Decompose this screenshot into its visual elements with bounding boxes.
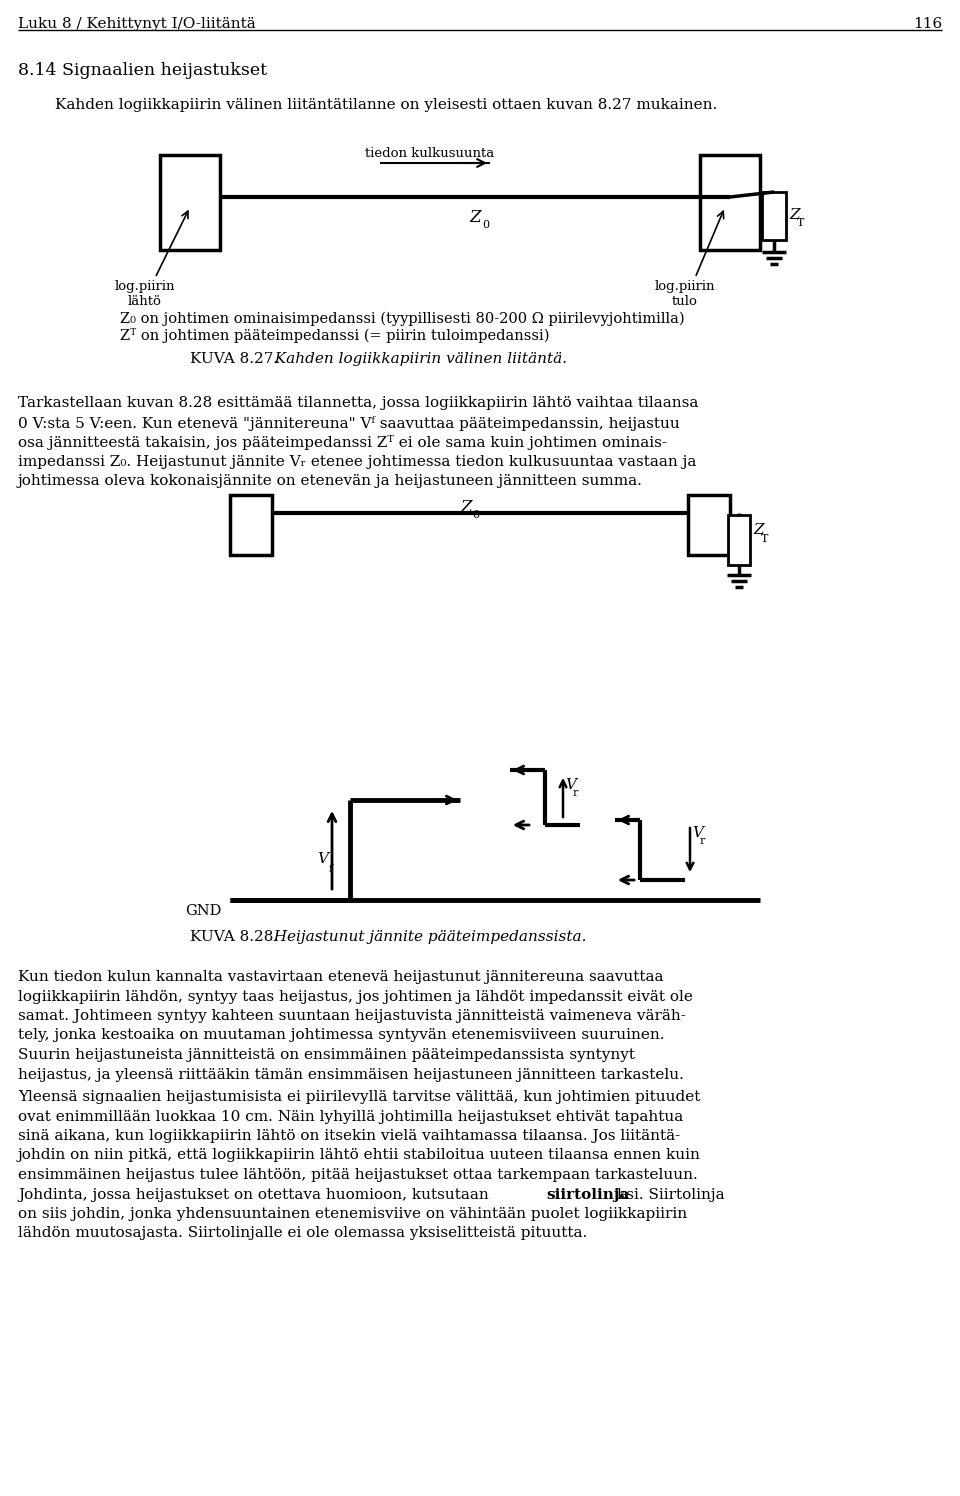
- Text: GND: GND: [185, 904, 222, 919]
- Text: r: r: [700, 836, 706, 847]
- Text: on siis johdin, jonka yhdensuuntainen etenemisviive on vähintään puolet logiikka: on siis johdin, jonka yhdensuuntainen et…: [18, 1207, 687, 1221]
- Text: ksi. Siirtolinja: ksi. Siirtolinja: [617, 1188, 725, 1201]
- Text: Zᵀ on johtimen pääteimpedanssi (= piirin tuloimpedanssi): Zᵀ on johtimen pääteimpedanssi (= piirin…: [120, 328, 549, 343]
- Text: KUVA 8.27.: KUVA 8.27.: [190, 352, 278, 367]
- Text: Kun tiedon kulun kannalta vastavirtaan etenevä heijastunut jännitereuna saavutta: Kun tiedon kulun kannalta vastavirtaan e…: [18, 969, 663, 984]
- Text: 0 V:sta 5 V:een. Kun etenevä "jännitereuna" Vᶠ saavuttaa pääteimpedanssin, heija: 0 V:sta 5 V:een. Kun etenevä "jännitereu…: [18, 416, 680, 431]
- Text: sinä aikana, kun logiikkapiirin lähtö on itsekin vielä vaihtamassa tilaansa. Jos: sinä aikana, kun logiikkapiirin lähtö on…: [18, 1129, 681, 1143]
- Text: log.piirin: log.piirin: [655, 280, 715, 293]
- Text: T: T: [761, 534, 768, 545]
- Text: V: V: [565, 778, 576, 791]
- Text: johdin on niin pitkä, että logiikkapiirin lähtö ehtii stabiloitua uuteen tilaans: johdin on niin pitkä, että logiikkapiiri…: [18, 1149, 701, 1162]
- Text: Johdinta, jossa heijastukset on otettava huomioon, kutsutaan: Johdinta, jossa heijastukset on otettava…: [18, 1188, 493, 1201]
- Text: T: T: [797, 218, 804, 227]
- Text: r: r: [573, 788, 578, 797]
- Bar: [230, 495, 272, 555]
- Text: logiikkapiirin lähdön, syntyy taas heijastus, jos johtimen ja lähdöt impedanssit: logiikkapiirin lähdön, syntyy taas heija…: [18, 989, 693, 1004]
- Text: siirtolinja: siirtolinja: [546, 1188, 629, 1201]
- Text: Heijastunut jännite pääteimpedanssista.: Heijastunut jännite pääteimpedanssista.: [264, 931, 587, 944]
- Text: Luku 8 / Kehittynyt I/O-liitäntä: Luku 8 / Kehittynyt I/O-liitäntä: [18, 16, 255, 31]
- Text: ovat enimmillään luokkaa 10 cm. Näin lyhyillä johtimilla heijastukset ehtivät ta: ovat enimmillään luokkaa 10 cm. Näin lyh…: [18, 1110, 684, 1123]
- Text: Yleensä signaalien heijastumisista ei piirilevyllä tarvitse välittää, kun johtim: Yleensä signaalien heijastumisista ei pi…: [18, 1091, 701, 1104]
- Bar: [688, 495, 730, 555]
- Text: heijastus, ja yleensä riittääkin tämän ensimmäisen heijastuneen jännitteen tarka: heijastus, ja yleensä riittääkin tämän e…: [18, 1068, 684, 1082]
- Bar: [728, 515, 750, 565]
- Text: V: V: [317, 853, 328, 866]
- Text: Z: Z: [469, 209, 481, 226]
- Text: Kahden logiikkapiirin välinen liitäntätilanne on yleisesti ottaen kuvan 8.27 muk: Kahden logiikkapiirin välinen liitäntäti…: [55, 99, 717, 112]
- Text: osa jännitteestä takaisin, jos pääteimpedanssi Zᵀ ei ole sama kuin johtimen omin: osa jännitteestä takaisin, jos pääteimpe…: [18, 435, 667, 450]
- Text: Tarkastellaan kuvan 8.28 esittämää tilannetta, jossa logiikkapiirin lähtö vaihta: Tarkastellaan kuvan 8.28 esittämää tilan…: [18, 396, 698, 410]
- Text: f: f: [329, 865, 333, 874]
- Bar: [700, 156, 760, 250]
- Text: log.piirin: log.piirin: [115, 280, 176, 293]
- Text: lähtö: lähtö: [128, 295, 162, 308]
- Text: ensimmäinen heijastus tulee lähtöön, pitää heijastukset ottaa tarkempaan tarkast: ensimmäinen heijastus tulee lähtöön, pit…: [18, 1168, 698, 1182]
- Text: KUVA 8.28.: KUVA 8.28.: [190, 931, 278, 944]
- Text: tulo: tulo: [672, 295, 698, 308]
- Text: impedanssi Z₀. Heijastunut jännite Vᵣ etenee johtimessa tiedon kulkusuuntaa vast: impedanssi Z₀. Heijastunut jännite Vᵣ et…: [18, 455, 696, 468]
- Bar: [160, 156, 220, 250]
- Text: tiedon kulkusuunta: tiedon kulkusuunta: [366, 147, 494, 160]
- Text: tely, jonka kestoaika on muutaman johtimessa syntyvän etenemisviiveen suuruinen.: tely, jonka kestoaika on muutaman johtim…: [18, 1029, 664, 1043]
- Text: V: V: [692, 826, 703, 839]
- Text: Kahden logiikkapiirin välinen liitäntä.: Kahden logiikkapiirin välinen liitäntä.: [265, 352, 567, 367]
- Text: Z: Z: [460, 500, 471, 516]
- Text: 0: 0: [482, 220, 490, 230]
- Text: lähdön muutosajasta. Siirtolinjalle ei ole olemassa yksiselitteistä pituutta.: lähdön muutosajasta. Siirtolinjalle ei o…: [18, 1227, 588, 1240]
- Text: 116: 116: [913, 16, 942, 31]
- Text: Z: Z: [753, 524, 763, 537]
- Bar: [762, 191, 786, 239]
- Text: johtimessa oleva kokonaisjännite on etenevän ja heijastuneen jännitteen summa.: johtimessa oleva kokonaisjännite on eten…: [18, 474, 643, 488]
- Text: 0: 0: [472, 510, 479, 521]
- Text: Suurin heijastuneista jännitteistä on ensimmäinen pääteimpedanssista syntynyt: Suurin heijastuneista jännitteistä on en…: [18, 1049, 635, 1062]
- Text: Z₀ on johtimen ominaisimpedanssi (tyypillisesti 80-200 Ω piirilevyjohtimilla): Z₀ on johtimen ominaisimpedanssi (tyypil…: [120, 313, 684, 326]
- Text: 8.14 Signaalien heijastukset: 8.14 Signaalien heijastukset: [18, 61, 267, 79]
- Text: samat. Johtimeen syntyy kahteen suuntaan heijastuvista jännitteistä vaimeneva vä: samat. Johtimeen syntyy kahteen suuntaan…: [18, 1008, 685, 1023]
- Text: Z: Z: [789, 208, 800, 221]
